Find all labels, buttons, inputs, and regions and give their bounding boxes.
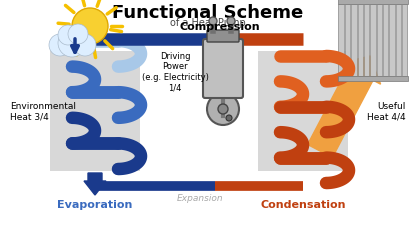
Text: Driving
Power
(e.g. Electricity)
1/4: Driving Power (e.g. Electricity) 1/4: [141, 52, 208, 92]
Text: of a Heat Pump: of a Heat Pump: [170, 18, 246, 28]
FancyBboxPatch shape: [338, 77, 408, 82]
Text: Functional Scheme: Functional Scheme: [112, 4, 304, 22]
Circle shape: [218, 105, 228, 115]
FancyBboxPatch shape: [50, 52, 140, 171]
FancyBboxPatch shape: [207, 31, 239, 43]
FancyArrowPatch shape: [312, 59, 369, 154]
FancyBboxPatch shape: [358, 5, 363, 77]
FancyBboxPatch shape: [376, 5, 382, 77]
FancyBboxPatch shape: [338, 0, 408, 5]
FancyBboxPatch shape: [370, 5, 376, 77]
Text: Compression: Compression: [180, 22, 260, 32]
Circle shape: [58, 30, 86, 58]
Circle shape: [49, 35, 71, 57]
Text: Expansion: Expansion: [177, 193, 223, 202]
FancyBboxPatch shape: [396, 5, 401, 77]
FancyBboxPatch shape: [402, 5, 408, 77]
FancyBboxPatch shape: [258, 52, 348, 171]
Circle shape: [226, 116, 232, 122]
Circle shape: [209, 18, 217, 26]
Circle shape: [58, 26, 78, 46]
FancyBboxPatch shape: [351, 5, 357, 77]
Circle shape: [207, 94, 239, 125]
Circle shape: [72, 9, 108, 45]
FancyArrow shape: [307, 57, 381, 158]
Circle shape: [74, 35, 96, 57]
FancyArrow shape: [84, 173, 106, 195]
FancyBboxPatch shape: [203, 40, 243, 99]
FancyBboxPatch shape: [345, 5, 350, 77]
Text: Useful
Heat 4/4: Useful Heat 4/4: [367, 102, 406, 121]
Text: Environmental
Heat 3/4: Environmental Heat 3/4: [10, 102, 76, 121]
Circle shape: [227, 18, 235, 26]
FancyBboxPatch shape: [389, 5, 395, 77]
Text: Evaporation: Evaporation: [57, 199, 133, 209]
FancyBboxPatch shape: [383, 5, 389, 77]
Circle shape: [68, 25, 88, 45]
FancyBboxPatch shape: [364, 5, 369, 77]
FancyBboxPatch shape: [339, 5, 344, 77]
Text: Condensation: Condensation: [260, 199, 346, 209]
